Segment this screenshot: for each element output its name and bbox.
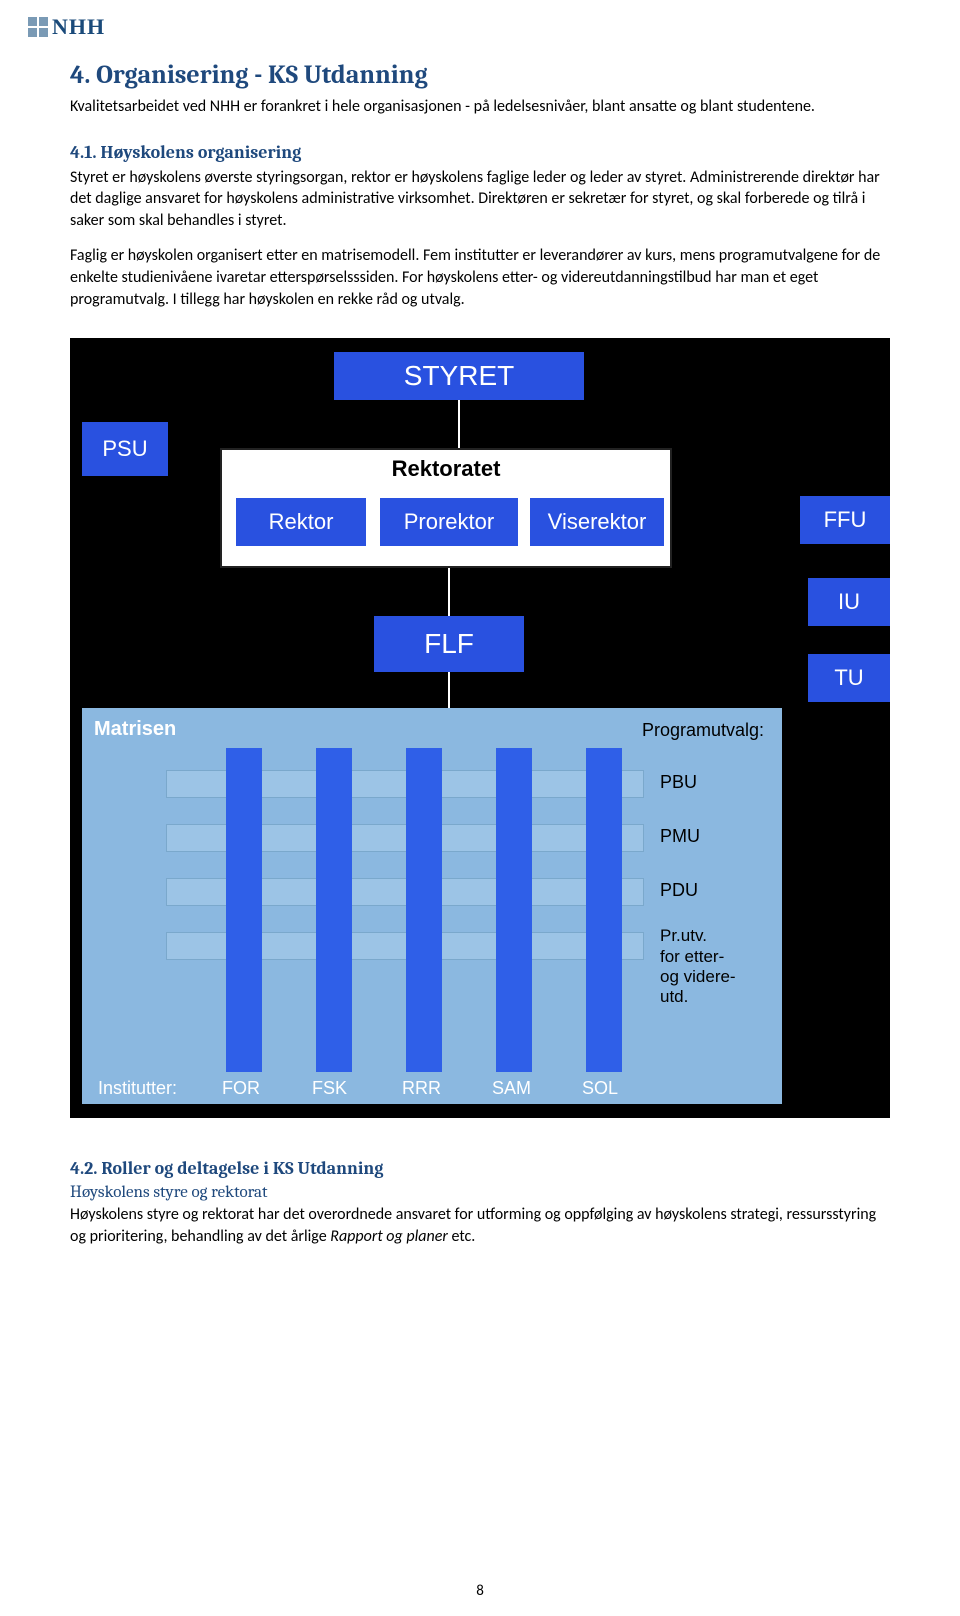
institute-vbar [316, 748, 352, 1072]
text-italic: Rapport og planer [330, 1227, 448, 1246]
prutv-label: Pr.utv.for etter-og videre-utd. [660, 926, 736, 1008]
prorektor-box: Prorektor [380, 498, 518, 546]
page-number: 8 [0, 1582, 960, 1600]
viserektor-box: Viserektor [530, 498, 664, 546]
styret-box: STYRET [334, 352, 584, 400]
subsection-heading-4-2: 4.2. Roller og deltagelse i KS Utdanning [70, 1158, 890, 1179]
section-heading: 4. Organisering - KS Utdanning [70, 60, 890, 90]
program-label: PDU [660, 880, 698, 901]
subsection-heading-4-1: 4.1. Høyskolens organisering [70, 142, 890, 163]
matrisen-label: Matrisen [94, 718, 176, 741]
programutvalg-label: Programutvalg: [642, 720, 764, 741]
institute-label: FOR [222, 1078, 260, 1099]
institute-vbar [586, 748, 622, 1072]
institutter-label: Institutter: [98, 1078, 177, 1099]
iu-box: IU [808, 578, 890, 626]
logo-grid-icon [28, 17, 48, 37]
institute-label: FSK [312, 1078, 347, 1099]
paragraph: Styret er høyskolens øverste styringsorg… [70, 167, 890, 232]
institute-vbar [406, 748, 442, 1072]
intro-paragraph: Kvalitetsarbeidet ved NHH er forankret i… [70, 96, 890, 118]
program-label: PMU [660, 826, 700, 847]
institute-label: SAM [492, 1078, 531, 1099]
program-label: PBU [660, 772, 697, 793]
ffu-box: FFU [800, 496, 890, 544]
rektor-box: Rektor [236, 498, 366, 546]
paragraph: Høyskolens styre og rektorat har det ove… [70, 1204, 890, 1247]
logo-text: NHH [52, 14, 105, 40]
tu-box: TU [808, 654, 890, 702]
institute-vbar [226, 748, 262, 1072]
institute-label: SOL [582, 1078, 618, 1099]
text-run: etc. [448, 1227, 475, 1246]
logo: NHH [28, 14, 105, 40]
org-diagram: STYRET PSU Rektoratet Rektor ProrektorVisere… [70, 338, 890, 1118]
paragraph: Faglig er høyskolen organisert etter en … [70, 245, 890, 310]
psu-box: PSU [82, 422, 168, 476]
flf-box: FLF [374, 616, 524, 672]
subsubsection-heading: Høyskolens styre og rektorat [70, 1183, 890, 1202]
institute-vbar [496, 748, 532, 1072]
institute-label: RRR [402, 1078, 441, 1099]
rektoratet-label: Rektoratet [222, 450, 670, 482]
